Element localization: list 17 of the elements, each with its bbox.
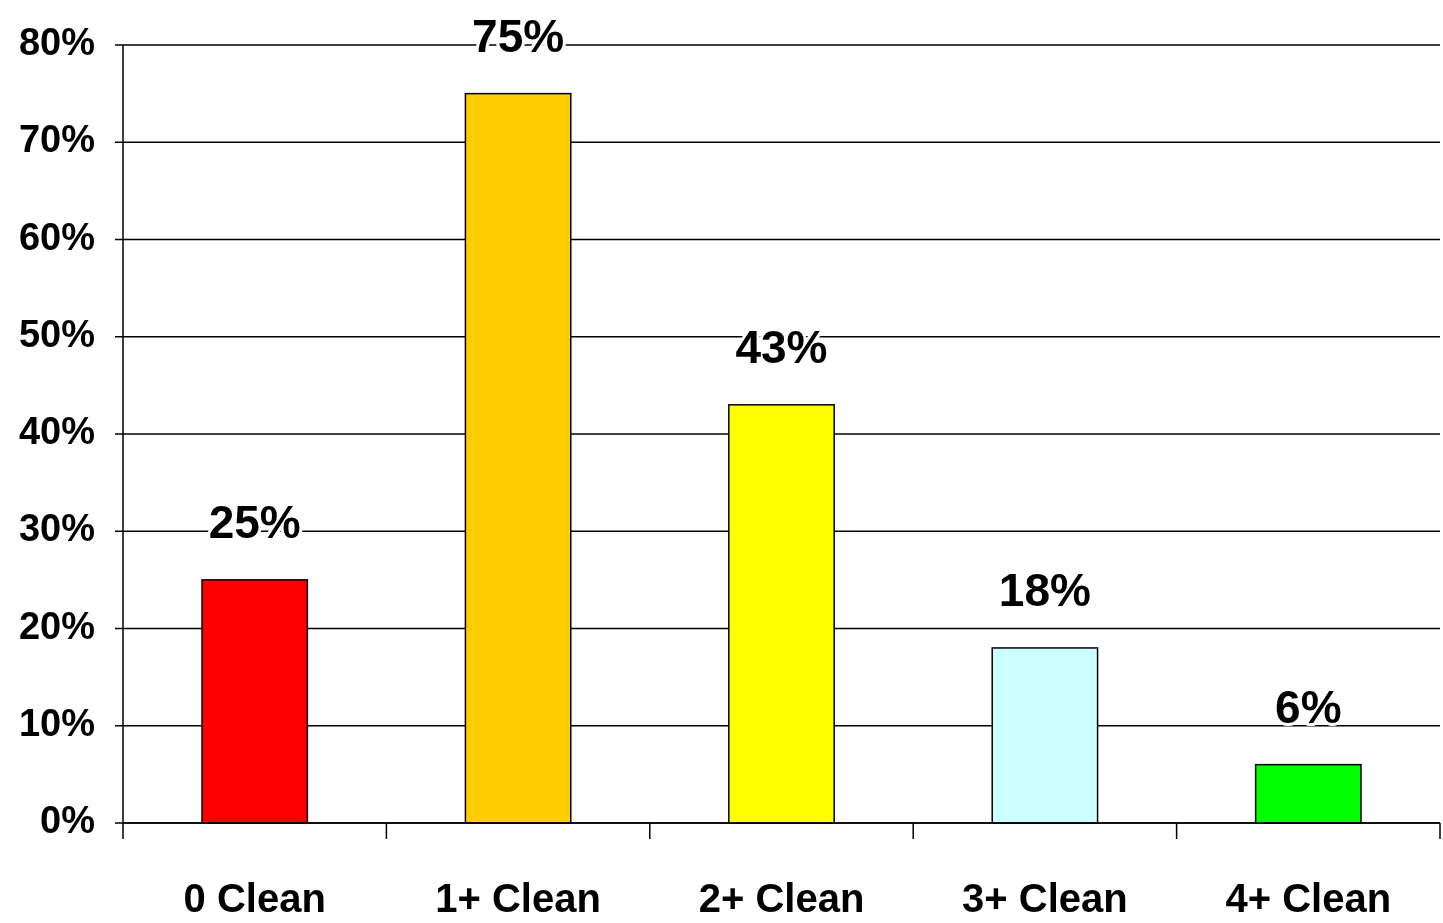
y-tick-label: 60%	[18, 215, 95, 258]
y-tick-label: 10%	[18, 701, 95, 744]
data-label: 43%	[735, 320, 828, 373]
y-tick-label: 50%	[18, 312, 95, 355]
x-tick-label: 1+ Clean	[435, 875, 601, 920]
y-tick-label: 70%	[18, 118, 95, 161]
x-tick-label: 2+ Clean	[698, 875, 865, 920]
y-tick-label: 20%	[18, 604, 95, 647]
x-tick-label: 3+ Clean	[962, 875, 1128, 920]
x-tick-label: 0 Clean	[183, 875, 326, 920]
y-tick-label: 30%	[18, 507, 95, 550]
x-tick-label: 4+ Clean	[1225, 875, 1392, 920]
y-tick-label: 80%	[18, 21, 95, 64]
data-label: 6%	[1275, 680, 1342, 733]
y-tick-label: 0%	[40, 799, 95, 842]
data-label: 18%	[998, 564, 1091, 617]
y-tick-label: 40%	[18, 410, 95, 453]
